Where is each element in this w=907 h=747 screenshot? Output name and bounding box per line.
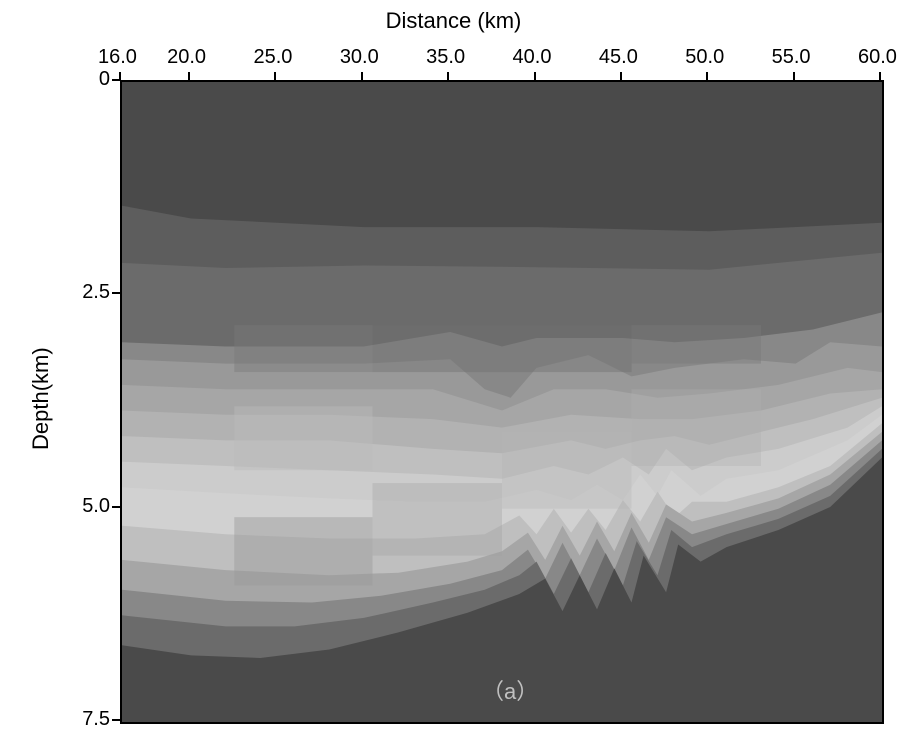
x-tick-label: 16.0 [98, 46, 137, 69]
grid-block [373, 483, 503, 555]
y-tick-label: 2.5 [60, 281, 110, 304]
x-tick-mark [879, 72, 881, 80]
grid-block [373, 325, 632, 372]
grid-block [632, 389, 762, 466]
contour-layers [122, 82, 882, 722]
x-tick-mark [793, 72, 795, 80]
x-tick-label: 60.0 [858, 46, 897, 69]
x-tick-label: 55.0 [772, 46, 811, 69]
y-tick-mark [112, 79, 120, 81]
plot-area: （a） [120, 80, 884, 724]
x-tick-label: 40.0 [513, 46, 552, 69]
grid-block [234, 325, 372, 372]
grid-block [632, 325, 762, 363]
y-tick-label: 0 [60, 68, 110, 91]
y-axis-title: Depth(km) [28, 347, 54, 450]
x-tick-mark [706, 72, 708, 80]
x-tick-mark [447, 72, 449, 80]
x-tick-mark [620, 72, 622, 80]
x-tick-label: 45.0 [599, 46, 638, 69]
grid-block [234, 517, 372, 585]
x-tick-mark [534, 72, 536, 80]
y-tick-mark [112, 506, 120, 508]
y-tick-label: 5.0 [60, 495, 110, 518]
grid-block [234, 406, 372, 470]
cross-section-chart: Distance (km) Depth(km) （a） 16.0 20.0 25.0… [0, 0, 907, 747]
x-tick-label: 35.0 [426, 46, 465, 69]
x-axis-title: Distance (km) [0, 8, 907, 34]
y-tick-mark [112, 719, 120, 721]
x-tick-label: 20.0 [167, 46, 206, 69]
x-tick-label: 30.0 [340, 46, 379, 69]
grid-block [502, 432, 632, 509]
y-tick-mark [112, 292, 120, 294]
x-tick-mark [274, 72, 276, 80]
x-tick-label: 25.0 [253, 46, 292, 69]
x-tick-mark [361, 72, 363, 80]
x-tick-mark [188, 72, 190, 80]
panel-label: （a） [482, 674, 538, 706]
x-tick-label: 50.0 [685, 46, 724, 69]
y-tick-label: 7.5 [60, 708, 110, 731]
